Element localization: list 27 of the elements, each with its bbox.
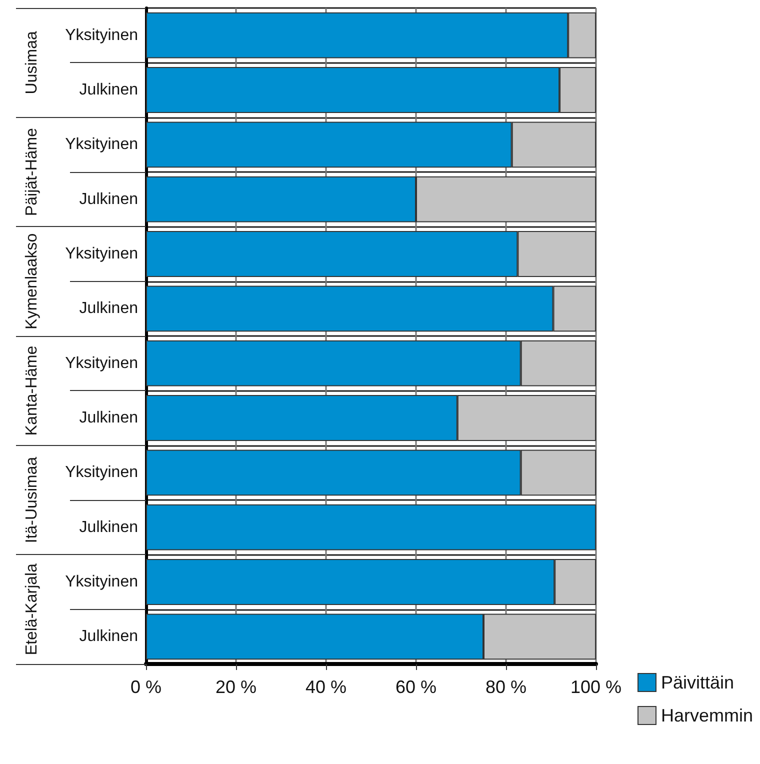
- x-tick-label: 40 %: [305, 677, 347, 697]
- x-tick-label: 100 %: [570, 677, 622, 697]
- x-tick-label: 80 %: [485, 677, 527, 697]
- text: Kanta-Häme: [24, 346, 40, 436]
- y-tick-label: Yksityinen: [65, 574, 138, 590]
- legend-label: Päivittäin: [660, 672, 734, 692]
- x-tick-label: 60 %: [395, 677, 437, 697]
- y-tick-label: Julkinen: [79, 628, 138, 646]
- text: Päijät-Häme: [24, 128, 40, 216]
- y-tick-label: Yksityinen: [65, 464, 138, 482]
- text: Etelä-Karjala: [24, 563, 40, 656]
- x-tick-label: 0 %: [130, 677, 162, 697]
- text: Kymenlaakso: [24, 233, 40, 330]
- y-tick-label: Yksityinen: [65, 246, 138, 262]
- y-tick-label: Julkinen: [79, 190, 138, 208]
- text: Uusimaa: [24, 31, 40, 94]
- bar: [146, 504, 596, 550]
- y-tick-label: Yksityinen: [65, 354, 138, 372]
- y-tick-label: Yksityinen: [65, 136, 138, 154]
- y-tick-label: Julkinen: [79, 410, 138, 426]
- y-tick-label: Julkinen: [79, 300, 138, 318]
- y-tick-label: Julkinen: [79, 518, 138, 536]
- y-tick-label: Yksityinen: [65, 26, 138, 44]
- x-tick-label: 20 %: [215, 677, 257, 697]
- text: Itä-Uusimaa: [24, 456, 40, 544]
- y-tick-label: Julkinen: [79, 82, 138, 98]
- legend-label: Harvemmin: [660, 706, 754, 726]
